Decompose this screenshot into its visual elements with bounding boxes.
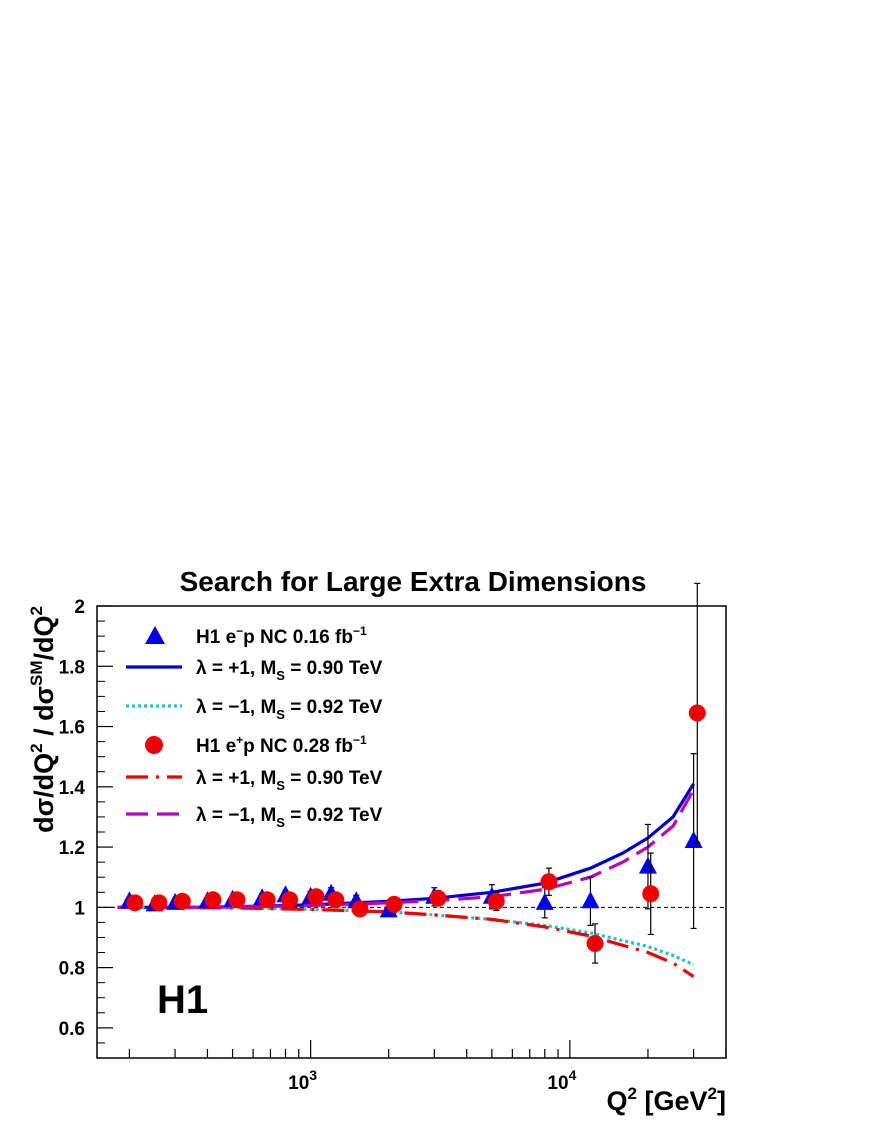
series-line-1: [117, 782, 695, 909]
circle-marker: [429, 889, 447, 907]
x-tick-label: 103: [288, 1067, 317, 1094]
legend-label: λ = +1, MS = 0.90 TeV: [196, 658, 383, 683]
y-axis-label: dσ/dQ2 / dσSM/dQ2: [27, 606, 59, 833]
x-tick-label: 104: [547, 1067, 576, 1094]
h1-logo-text: H1: [157, 978, 208, 1022]
circle-marker: [487, 892, 505, 910]
y-tick-label: 2: [74, 597, 85, 618]
circle-marker: [150, 894, 168, 912]
circle-marker: [126, 894, 144, 912]
legend: H1 e−p NC 0.16 fb−1 λ = +1, MS = 0.90 TeV…: [126, 624, 383, 830]
axis-ticks: 0.6 0.8 1 1.2 1.4 1.6 1.8 2 103 104: [59, 597, 727, 1094]
legend-label: λ = −1, MS = 0.92 TeV: [196, 805, 383, 830]
circle-marker: [281, 891, 299, 909]
y-tick-label: 0.8: [59, 959, 85, 980]
circle-marker: [173, 892, 191, 910]
y-tick-label: 1.2: [59, 838, 85, 859]
series-line-4: [117, 905, 695, 978]
circle-marker: [586, 934, 604, 952]
circle-marker: [204, 891, 222, 909]
circle-marker: [307, 888, 325, 906]
y-tick-label: 1: [74, 898, 85, 919]
legend-label: λ = −1, MS = 0.92 TeV: [196, 697, 383, 722]
y-tick-label: 0.6: [59, 1019, 85, 1040]
circle-marker: [385, 895, 403, 913]
triangle-marker: [581, 891, 600, 909]
chart-title: Search for Large Extra Dimensions: [180, 566, 647, 597]
circle-marker: [642, 885, 660, 903]
circle-marker: [327, 891, 345, 909]
legend-label: H1 e+p NC 0.28 fb−1: [196, 733, 367, 757]
series-line-2: [117, 905, 695, 967]
triangle-marker: [535, 892, 554, 910]
circle-marker: [258, 891, 276, 909]
y-tick-label: 1.6: [59, 718, 85, 739]
circle-marker: [228, 891, 246, 909]
triangle-marker: [638, 856, 657, 874]
series-layer: [117, 582, 706, 978]
legend-label: λ = +1, MS = 0.90 TeV: [196, 768, 383, 793]
legend-triangle-marker: [145, 626, 165, 644]
legend-label: H1 e−p NC 0.16 fb−1: [196, 624, 367, 648]
circle-marker: [351, 900, 369, 918]
circle-marker: [540, 873, 558, 891]
x-axis-label: Q2 [GeV2]: [607, 1084, 726, 1116]
y-axis-title: dσ/dQ2 / dσSM/dQ2: [27, 606, 59, 833]
circle-marker: [688, 704, 706, 722]
y-tick-label: 1.4: [59, 778, 86, 799]
y-tick-label: 1.8: [59, 657, 85, 678]
x-axis-title: Q2 [GeV2]: [607, 1084, 726, 1116]
triangle-marker: [684, 831, 703, 849]
legend-circle-marker: [145, 736, 163, 754]
